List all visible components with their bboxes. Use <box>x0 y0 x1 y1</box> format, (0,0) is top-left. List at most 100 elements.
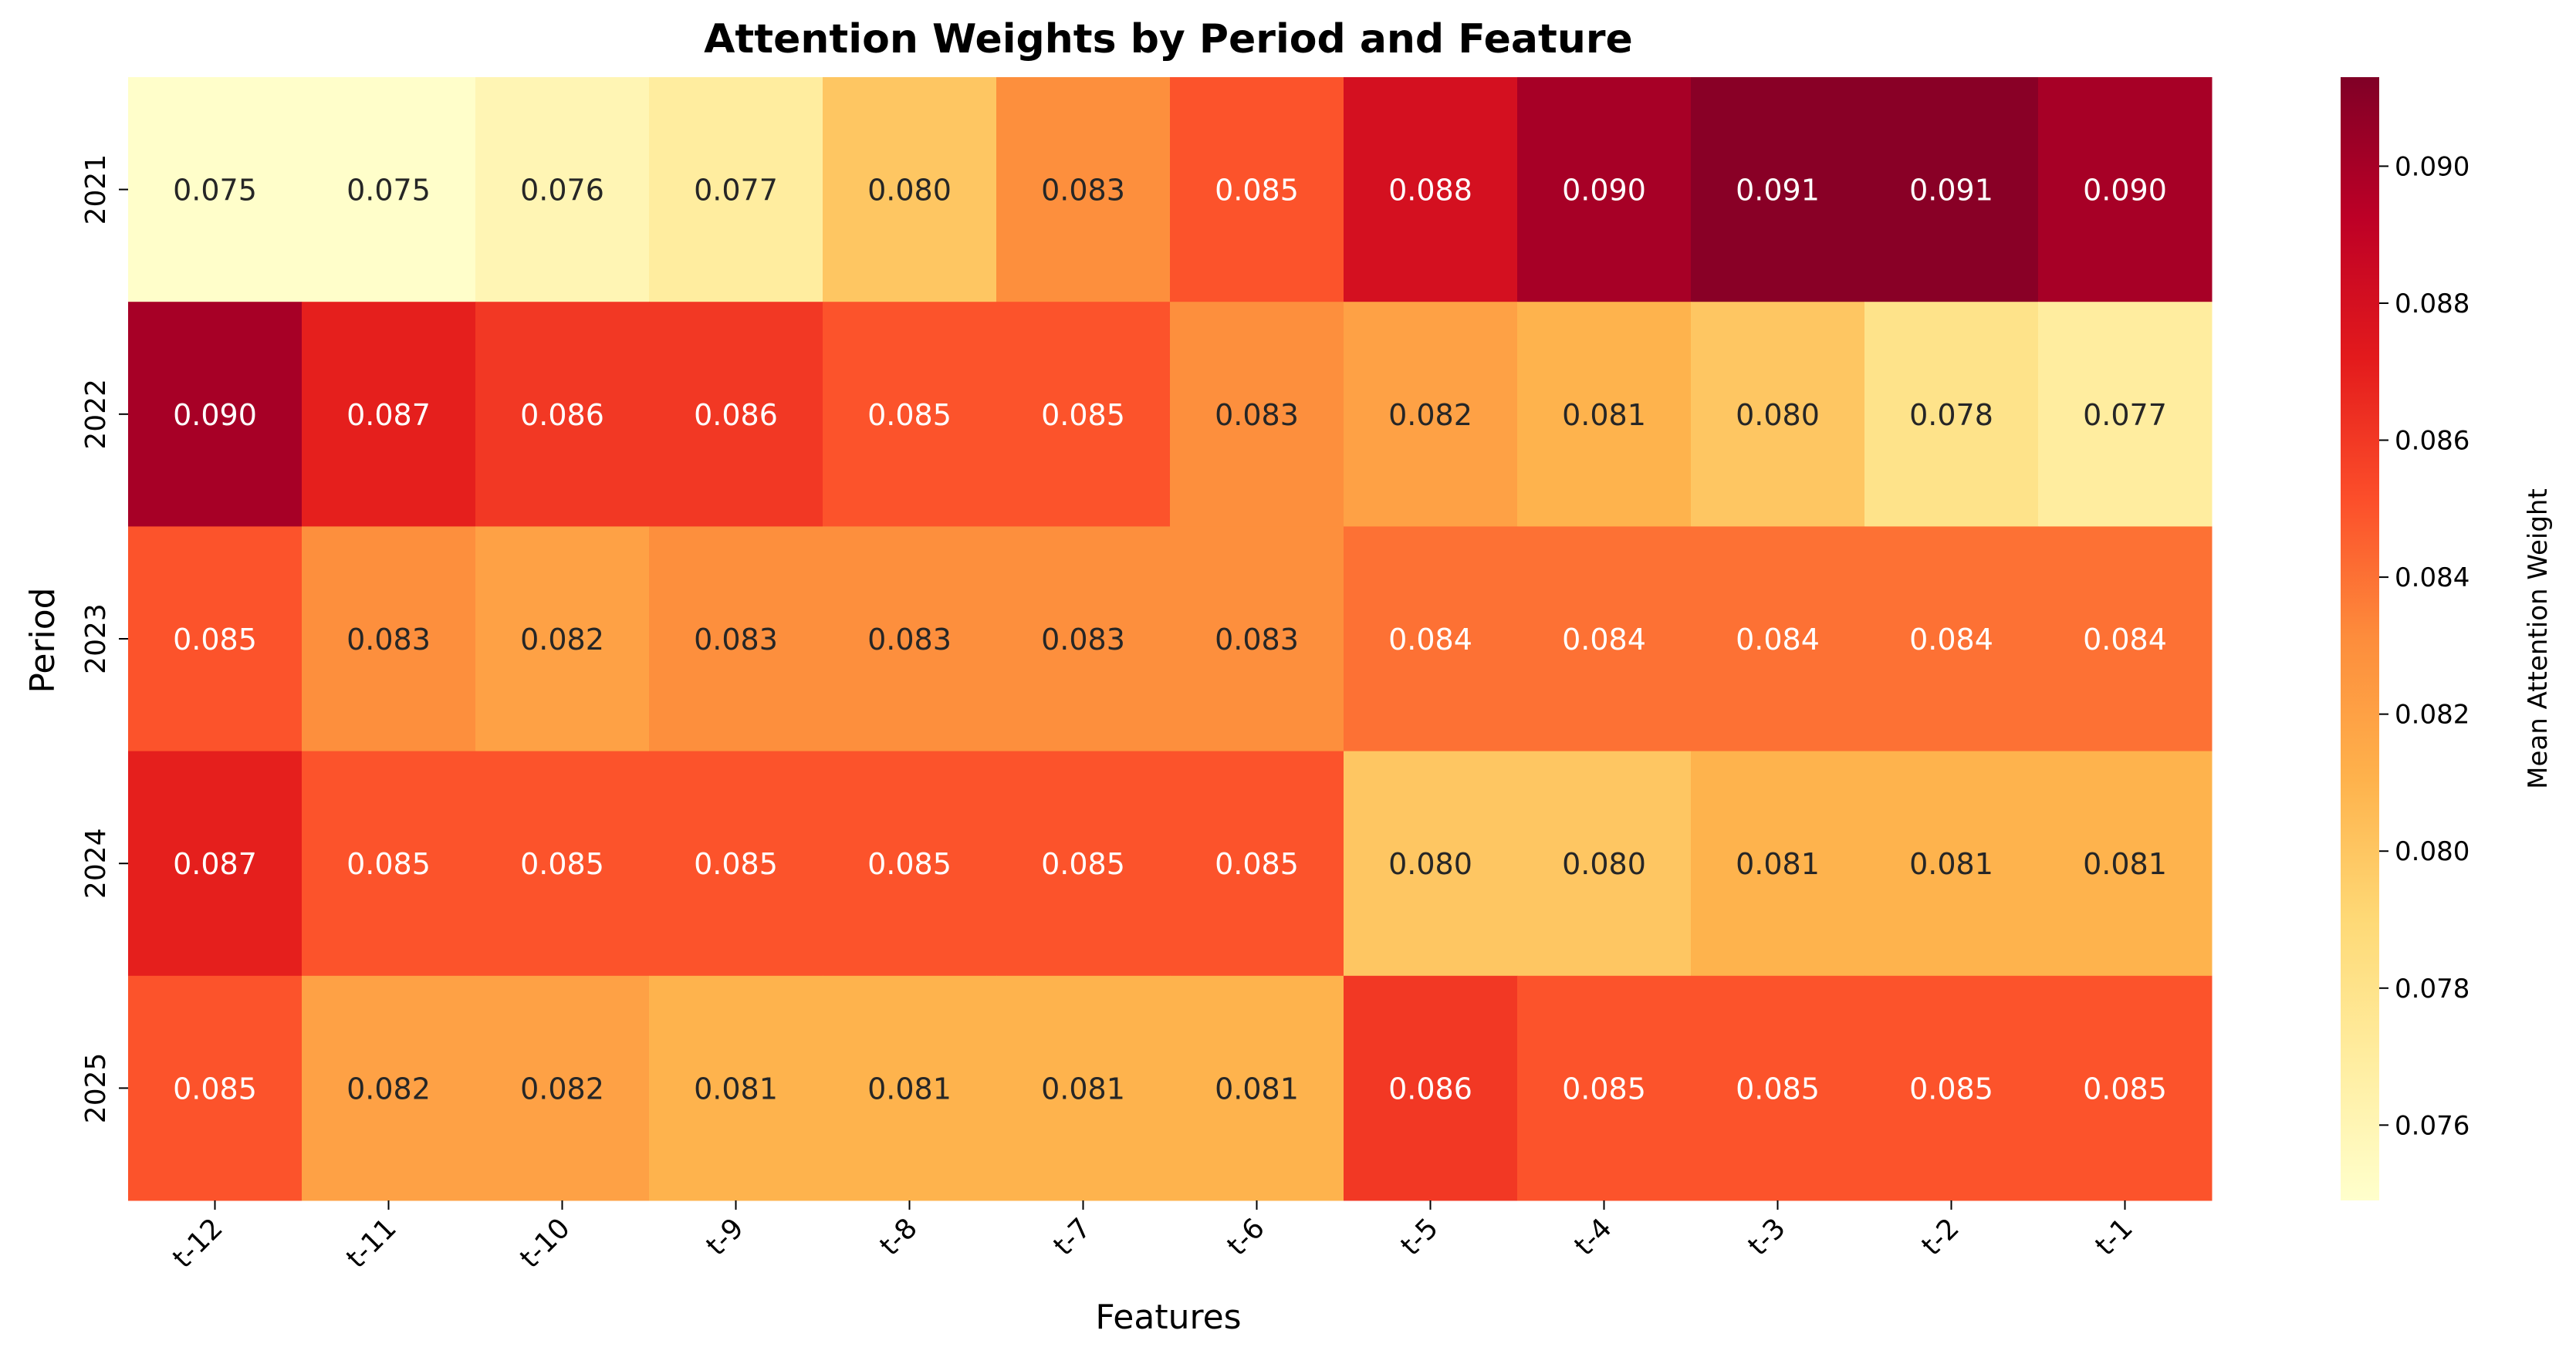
cell-value-label: 0.081 <box>2083 847 2167 881</box>
cell-value-label: 0.083 <box>1215 623 1299 657</box>
chart-title: Attention Weights by Period and Feature <box>704 16 1633 62</box>
cell-value-label: 0.080 <box>867 174 952 208</box>
cell-value-label: 0.085 <box>1736 1072 1820 1106</box>
cell-value-label: 0.085 <box>347 847 431 881</box>
heatmap-cell <box>996 302 1171 527</box>
cell-value-label: 0.082 <box>520 1072 604 1106</box>
heatmap-cell <box>1517 302 1692 527</box>
heatmap-cell <box>1170 77 1344 302</box>
cell-value-label: 0.085 <box>2083 1072 2167 1106</box>
heatmap-cell <box>475 302 650 527</box>
heatmap-cell <box>1864 302 2039 527</box>
cell-value-label: 0.081 <box>1736 847 1820 881</box>
heatmap-cell <box>649 975 823 1201</box>
cell-value-label: 0.081 <box>694 1072 778 1106</box>
cell-value-label: 0.080 <box>1736 398 1820 432</box>
x-tick-label: t-8 <box>874 1212 924 1261</box>
cell-value-label: 0.078 <box>1909 398 1993 432</box>
heatmap-cell <box>1864 975 2039 1201</box>
cell-value-label: 0.081 <box>1562 398 1646 432</box>
y-axis-label: Period <box>23 587 63 693</box>
heatmap-cell <box>1170 975 1344 1201</box>
heatmap-cell <box>996 77 1171 302</box>
cell-value-label: 0.085 <box>1041 398 1125 432</box>
heatmap-cell <box>1691 526 1865 752</box>
heatmap-cell <box>302 77 476 302</box>
x-tick-label: t-1 <box>2090 1212 2139 1261</box>
heatmap-cell <box>2038 526 2213 752</box>
cell-value-label: 0.075 <box>173 174 257 208</box>
cell-value-label: 0.083 <box>694 623 778 657</box>
cell-value-label: 0.084 <box>1736 623 1820 657</box>
cell-value-label: 0.080 <box>1562 847 1646 881</box>
heatmap-cell <box>1517 77 1692 302</box>
cell-value-label: 0.085 <box>173 1072 257 1106</box>
heatmap-cell <box>823 975 997 1201</box>
colorbar-tick-label: 0.086 <box>2395 426 2470 457</box>
cell-value-label: 0.085 <box>173 623 257 657</box>
cell-value-label: 0.085 <box>867 847 952 881</box>
y-tick-label: 2025 <box>80 1053 112 1124</box>
heatmap-cell <box>302 526 476 752</box>
x-tick-label: t-5 <box>1395 1212 1445 1261</box>
cell-value-label: 0.081 <box>1041 1072 1125 1106</box>
cell-value-label: 0.077 <box>2083 398 2167 432</box>
x-axis-ticks: t-12 t-11 t-10 t-9 t-8 t-7 t-6 t-5 t-4 t-3 t-2 t-1 <box>167 1200 2139 1275</box>
cell-value-label: 0.091 <box>1736 174 1820 208</box>
x-tick-label: t-7 <box>1048 1212 1097 1261</box>
cell-value-label: 0.077 <box>694 174 778 208</box>
cell-value-label: 0.083 <box>867 623 952 657</box>
cell-value-label: 0.081 <box>867 1072 952 1106</box>
heatmap-cell <box>475 975 650 1201</box>
x-tick-label: t-11 <box>340 1212 403 1275</box>
cell-value-label: 0.082 <box>347 1072 431 1106</box>
cell-value-label: 0.086 <box>520 398 604 432</box>
heatmap-cell <box>996 751 1171 977</box>
heatmap-cell <box>302 975 476 1201</box>
colorbar-tick-label: 0.090 <box>2395 151 2470 182</box>
heatmap-cell <box>1344 751 1518 977</box>
x-tick-label: t-4 <box>1569 1212 1618 1261</box>
heatmap-cells <box>128 77 2213 1201</box>
cell-value-label: 0.081 <box>1215 1072 1299 1106</box>
heatmap-cell <box>649 77 823 302</box>
heatmap-cell <box>2038 975 2213 1201</box>
cell-value-label: 0.084 <box>2083 623 2167 657</box>
heatmap-cell <box>1864 526 2039 752</box>
cell-value-label: 0.085 <box>520 847 604 881</box>
cell-value-label: 0.088 <box>1388 174 1472 208</box>
heatmap-cell <box>1517 975 1692 1201</box>
heatmap-cell <box>128 975 303 1201</box>
colorbar-tick-label: 0.076 <box>2395 1110 2470 1141</box>
y-tick-label: 2022 <box>80 379 112 450</box>
cell-value-label: 0.085 <box>694 847 778 881</box>
colorbar-ticks: 0.076 0.078 0.080 0.082 0.084 0.086 0.088 0.090 <box>2379 151 2470 1141</box>
heatmap-cell <box>1864 77 2039 302</box>
heatmap-cell <box>823 751 997 977</box>
x-tick-label: t-10 <box>514 1212 576 1275</box>
x-tick-label: t-3 <box>1743 1212 1792 1261</box>
cell-value-label: 0.083 <box>1215 398 1299 432</box>
cell-value-label: 0.086 <box>694 398 778 432</box>
heatmap-cell <box>823 302 997 527</box>
heatmap-cell <box>128 751 303 977</box>
heatmap-cell <box>649 302 823 527</box>
heatmap-cell <box>475 77 650 302</box>
heatmap-cell <box>996 975 1171 1201</box>
cell-value-label: 0.083 <box>1041 174 1125 208</box>
heatmap-cell <box>1691 975 1865 1201</box>
cell-value-label: 0.087 <box>347 398 431 432</box>
cell-value-label: 0.085 <box>1909 1072 1993 1106</box>
y-tick-label: 2024 <box>80 828 112 899</box>
cell-value-label: 0.081 <box>1909 847 1993 881</box>
heatmap-cell <box>2038 751 2213 977</box>
cell-value-label: 0.090 <box>173 398 257 432</box>
x-tick-label: t-9 <box>701 1212 750 1261</box>
colorbar <box>2341 77 2379 1200</box>
cell-value-label: 0.086 <box>1388 1072 1472 1106</box>
heatmap-cell <box>1344 77 1518 302</box>
heatmap-cell <box>1170 751 1344 977</box>
heatmap-cell <box>475 751 650 977</box>
